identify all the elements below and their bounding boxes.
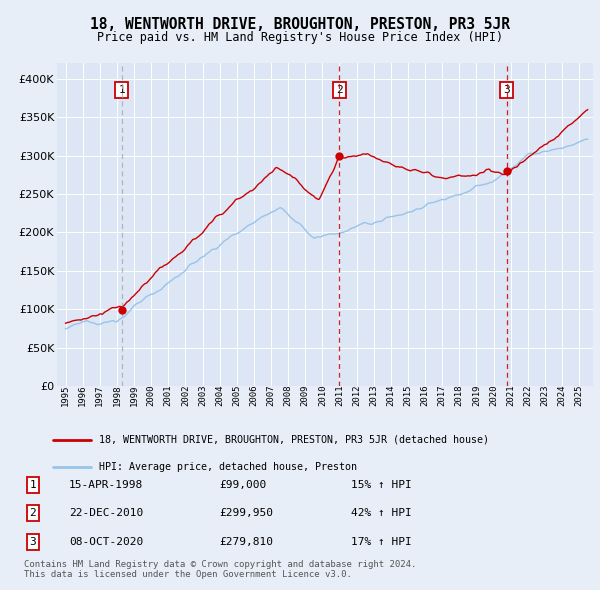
Text: 2012: 2012	[352, 384, 361, 406]
Text: 18, WENTWORTH DRIVE, BROUGHTON, PRESTON, PR3 5JR: 18, WENTWORTH DRIVE, BROUGHTON, PRESTON,…	[90, 17, 510, 31]
Text: 08-OCT-2020: 08-OCT-2020	[69, 537, 143, 546]
Text: 2010: 2010	[318, 384, 327, 406]
Text: 1995: 1995	[61, 384, 70, 406]
Text: 2013: 2013	[369, 384, 378, 406]
Text: 2008: 2008	[284, 384, 293, 406]
Text: 2015: 2015	[403, 384, 412, 406]
Text: 1996: 1996	[78, 384, 87, 406]
Text: 2003: 2003	[198, 384, 207, 406]
Text: 3: 3	[503, 85, 510, 95]
Text: 2: 2	[336, 85, 343, 95]
Text: 2023: 2023	[541, 384, 550, 406]
Text: 2000: 2000	[146, 384, 155, 406]
Text: 18, WENTWORTH DRIVE, BROUGHTON, PRESTON, PR3 5JR (detached house): 18, WENTWORTH DRIVE, BROUGHTON, PRESTON,…	[98, 435, 488, 445]
Text: £99,000: £99,000	[219, 480, 266, 490]
Text: £299,950: £299,950	[219, 509, 273, 518]
Text: 2: 2	[29, 509, 37, 518]
Text: 2006: 2006	[250, 384, 259, 406]
Text: 15% ↑ HPI: 15% ↑ HPI	[351, 480, 412, 490]
Text: 2001: 2001	[164, 384, 173, 406]
Text: 2009: 2009	[301, 384, 310, 406]
Text: 2020: 2020	[489, 384, 498, 406]
Text: 1997: 1997	[95, 384, 104, 406]
Text: 1: 1	[29, 480, 37, 490]
Text: 2002: 2002	[181, 384, 190, 406]
Text: 1998: 1998	[112, 384, 121, 406]
Text: 1999: 1999	[130, 384, 139, 406]
Text: 2025: 2025	[575, 384, 584, 406]
Text: 2021: 2021	[506, 384, 515, 406]
Text: £279,810: £279,810	[219, 537, 273, 546]
Text: 2024: 2024	[557, 384, 566, 406]
Text: 2011: 2011	[335, 384, 344, 406]
Text: 2019: 2019	[472, 384, 481, 406]
Text: 42% ↑ HPI: 42% ↑ HPI	[351, 509, 412, 518]
Text: 2017: 2017	[437, 384, 446, 406]
Text: 3: 3	[29, 537, 37, 546]
Text: 1: 1	[119, 85, 125, 95]
Text: 2022: 2022	[523, 384, 532, 406]
Text: HPI: Average price, detached house, Preston: HPI: Average price, detached house, Pres…	[98, 462, 356, 472]
Text: 2007: 2007	[266, 384, 275, 406]
Text: 17% ↑ HPI: 17% ↑ HPI	[351, 537, 412, 546]
Text: 2005: 2005	[232, 384, 241, 406]
Text: Price paid vs. HM Land Registry's House Price Index (HPI): Price paid vs. HM Land Registry's House …	[97, 31, 503, 44]
Text: 2014: 2014	[386, 384, 395, 406]
Text: Contains HM Land Registry data © Crown copyright and database right 2024.
This d: Contains HM Land Registry data © Crown c…	[24, 560, 416, 579]
Text: 2018: 2018	[455, 384, 464, 406]
Text: 2004: 2004	[215, 384, 224, 406]
Text: 15-APR-1998: 15-APR-1998	[69, 480, 143, 490]
Text: 2016: 2016	[421, 384, 430, 406]
Text: 22-DEC-2010: 22-DEC-2010	[69, 509, 143, 518]
